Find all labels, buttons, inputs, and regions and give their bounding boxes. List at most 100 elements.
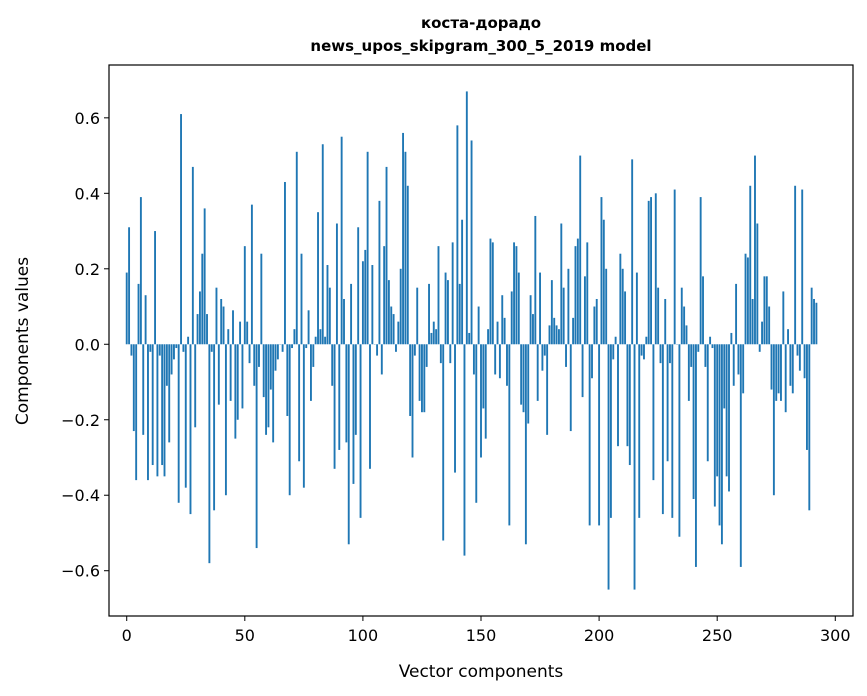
bar	[406, 185, 409, 345]
bar	[794, 185, 797, 345]
bar	[605, 268, 608, 345]
y-axis: −0.6 −0.4 −0.2 0.0 0.2 0.4 0.6	[61, 109, 109, 581]
bar	[598, 344, 601, 526]
bar	[203, 208, 206, 345]
bar	[756, 223, 759, 345]
bar	[293, 329, 296, 345]
bar	[418, 344, 421, 401]
bar	[135, 344, 138, 481]
bar	[732, 344, 735, 386]
bar	[385, 166, 388, 345]
bar	[383, 246, 386, 345]
bar	[267, 344, 270, 428]
bar	[550, 280, 553, 345]
bar	[808, 344, 811, 511]
bar	[628, 344, 631, 466]
bar	[652, 344, 655, 481]
bar	[350, 283, 353, 345]
y-tick-label: 0.6	[75, 109, 100, 128]
bar	[156, 344, 159, 477]
bar	[588, 344, 591, 526]
chart-title-line2: news_upos_skipgram_300_5_2019 model	[310, 37, 651, 55]
bar	[286, 344, 289, 416]
bar	[520, 344, 523, 405]
bar	[635, 272, 638, 345]
bar	[749, 185, 752, 345]
bar	[196, 314, 199, 345]
bar	[631, 159, 634, 345]
bar	[487, 329, 490, 345]
bar	[798, 344, 801, 371]
y-axis-label: Components values	[13, 257, 33, 425]
bar	[376, 344, 379, 356]
bar	[151, 344, 154, 466]
bar	[300, 253, 303, 345]
bar	[189, 344, 192, 515]
bar	[494, 344, 497, 375]
bar	[770, 344, 773, 390]
bar	[163, 344, 166, 477]
bar	[210, 344, 213, 352]
bar	[430, 332, 433, 345]
x-tick-label: 50	[235, 626, 255, 645]
bar	[546, 344, 549, 435]
bar	[595, 298, 598, 345]
bar	[810, 287, 813, 345]
bar	[250, 204, 253, 345]
bar	[451, 242, 454, 345]
bar	[227, 329, 230, 345]
bar	[302, 344, 305, 488]
bar	[669, 344, 671, 364]
bar	[352, 344, 355, 484]
bar	[475, 344, 478, 503]
bar	[281, 344, 284, 352]
bar	[130, 344, 133, 356]
bar	[706, 344, 709, 462]
bar	[572, 317, 575, 345]
bar	[125, 272, 128, 345]
bar	[425, 344, 428, 367]
bar	[224, 344, 227, 496]
bar	[170, 344, 173, 375]
bar	[411, 344, 414, 458]
bar	[751, 298, 754, 345]
bar	[274, 344, 277, 371]
bar	[307, 310, 310, 345]
bar	[243, 246, 246, 345]
bar	[260, 253, 263, 345]
bar	[187, 336, 190, 345]
bar	[671, 344, 674, 518]
bar	[780, 344, 782, 401]
bar	[142, 344, 145, 435]
bar	[276, 344, 279, 360]
bar	[539, 272, 541, 345]
bar	[517, 272, 520, 345]
bar	[784, 344, 787, 413]
bar	[220, 298, 223, 345]
bar	[555, 325, 558, 345]
bar	[593, 306, 596, 345]
bar	[619, 253, 622, 345]
bar	[591, 344, 593, 379]
bar	[725, 344, 728, 477]
bar	[787, 329, 789, 345]
bar	[713, 344, 716, 507]
bar	[506, 344, 508, 386]
bars-layer	[125, 91, 818, 590]
bar	[803, 344, 806, 379]
bar	[685, 325, 688, 345]
bar	[666, 344, 669, 462]
bar	[744, 253, 747, 345]
bar	[456, 125, 459, 345]
bar	[768, 306, 771, 345]
bar	[754, 155, 756, 345]
bar	[541, 344, 544, 371]
bar	[761, 321, 764, 345]
x-tick-label: 100	[348, 626, 379, 645]
bar	[444, 272, 447, 345]
bar	[694, 344, 697, 567]
bar	[775, 344, 778, 401]
bar	[331, 344, 334, 386]
bar	[565, 344, 567, 367]
bar	[454, 344, 456, 473]
